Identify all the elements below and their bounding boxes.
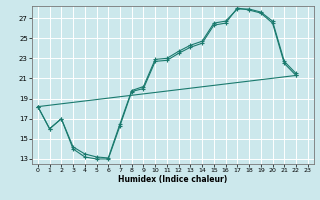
X-axis label: Humidex (Indice chaleur): Humidex (Indice chaleur) xyxy=(118,175,228,184)
